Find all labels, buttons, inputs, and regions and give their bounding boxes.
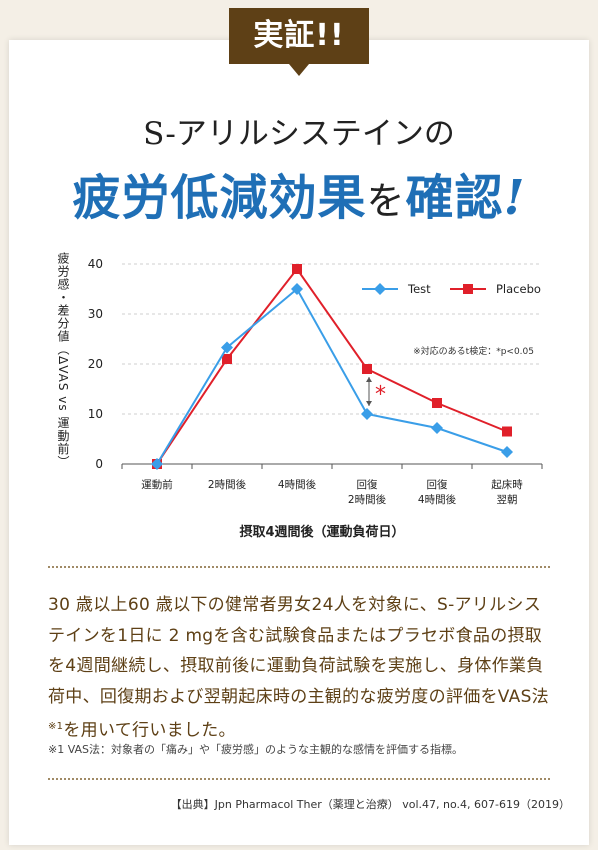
headline-end: 確認 — [405, 170, 504, 226]
test-point — [501, 446, 513, 458]
arrow-head-down — [366, 401, 372, 406]
x-tick-label: 回復 — [427, 478, 448, 491]
y-tick-label: 20 — [88, 357, 103, 371]
x-tick-label: 起床時 — [491, 478, 523, 491]
x-tick-label: 4時間後 — [418, 493, 457, 506]
y-tick-label: 0 — [95, 457, 103, 471]
x-axis-title: 摂取4週間後（運動負荷日） — [239, 524, 404, 540]
description-text: 30 歳以上60 歳以下の健常者男女24人を対象に、S-アリルシステインを1日に… — [48, 595, 549, 707]
headline-main: 疲労低減効果 — [72, 170, 367, 226]
test-point — [431, 422, 443, 434]
x-tick-label: 回復 — [357, 478, 378, 491]
x-tick-label: 4時間後 — [278, 478, 317, 491]
significance-asterisk: * — [375, 383, 386, 408]
x-tick-label: 2時間後 — [208, 478, 247, 491]
legend-label-placebo: Placebo — [496, 282, 541, 296]
y-tick-label: 10 — [88, 407, 103, 421]
badge-pointer — [289, 64, 309, 76]
verified-badge: 実証!! — [229, 8, 369, 64]
headline-exclamation: ! — [503, 170, 526, 226]
legend-marker — [463, 284, 473, 294]
divider-top — [48, 566, 550, 568]
headline-line1: S-アリルシステインの — [143, 116, 455, 152]
placebo-point — [432, 398, 442, 408]
footnote: ※1 VAS法：対象者の「痛み」や「疲労感」のような主観的な感情を評価する指標。 — [48, 743, 464, 756]
test-point — [291, 283, 303, 295]
test-point — [151, 458, 163, 470]
headline-line2: 疲労低減効果を確認! — [0, 158, 598, 228]
placebo-point — [222, 354, 232, 364]
x-tick-label: 運動前 — [141, 478, 173, 491]
placebo-point — [362, 364, 372, 374]
headline-particle: を — [366, 179, 406, 223]
arrow-head-up — [366, 377, 372, 382]
description-footnote-ref: ※1 — [48, 721, 64, 732]
description-text-end: を用いて行いました。 — [63, 720, 236, 741]
source-citation: 【出典】Jpn Pharmacol Ther（薬理と治療） vol.47, no… — [170, 798, 570, 811]
y-axis-label: 疲労感・差分値（ΔVAS vs 運動前） — [56, 252, 70, 469]
study-description: 30 歳以上60 歳以下の健常者男女24人を対象に、S-アリルシステインを1日に… — [48, 590, 558, 746]
y-tick-label: 40 — [88, 257, 103, 271]
test-point — [361, 408, 373, 420]
fatigue-line-chart: 0 10 20 30 40 運動前 2時間後 4時間後 回復 2時間後 回復 4時間後 起床時翌朝摂取4… — [88, 257, 543, 540]
test-point — [221, 341, 233, 354]
placebo-point — [292, 264, 302, 274]
series-line-test — [156, 287, 508, 465]
x-tick-label: 2時間後 — [348, 493, 387, 506]
legend-marker — [374, 283, 386, 295]
legend-label-test: Test — [407, 282, 431, 296]
content-card — [9, 40, 589, 845]
x-tick-label: 翌朝 — [497, 494, 518, 506]
significance-note: ※対応のあるt検定：*p<0.05 — [413, 345, 534, 357]
y-tick-label: 30 — [88, 307, 103, 321]
placebo-point — [502, 426, 512, 437]
divider-bottom — [48, 778, 550, 780]
series-line-placebo — [156, 267, 508, 465]
